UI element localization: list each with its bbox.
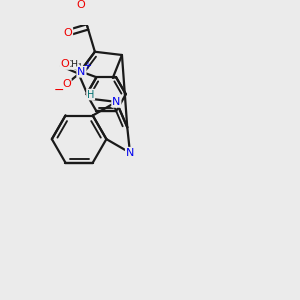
- Text: N: N: [77, 67, 86, 77]
- Text: N: N: [126, 148, 134, 158]
- Text: +: +: [83, 61, 92, 71]
- Text: −: −: [54, 83, 64, 97]
- Text: CH₃: CH₃: [65, 60, 82, 69]
- Text: O: O: [61, 58, 70, 69]
- Text: O: O: [62, 79, 71, 89]
- Text: O: O: [76, 0, 85, 10]
- Text: H: H: [87, 90, 94, 100]
- Text: N: N: [112, 97, 121, 107]
- Text: O: O: [64, 28, 72, 38]
